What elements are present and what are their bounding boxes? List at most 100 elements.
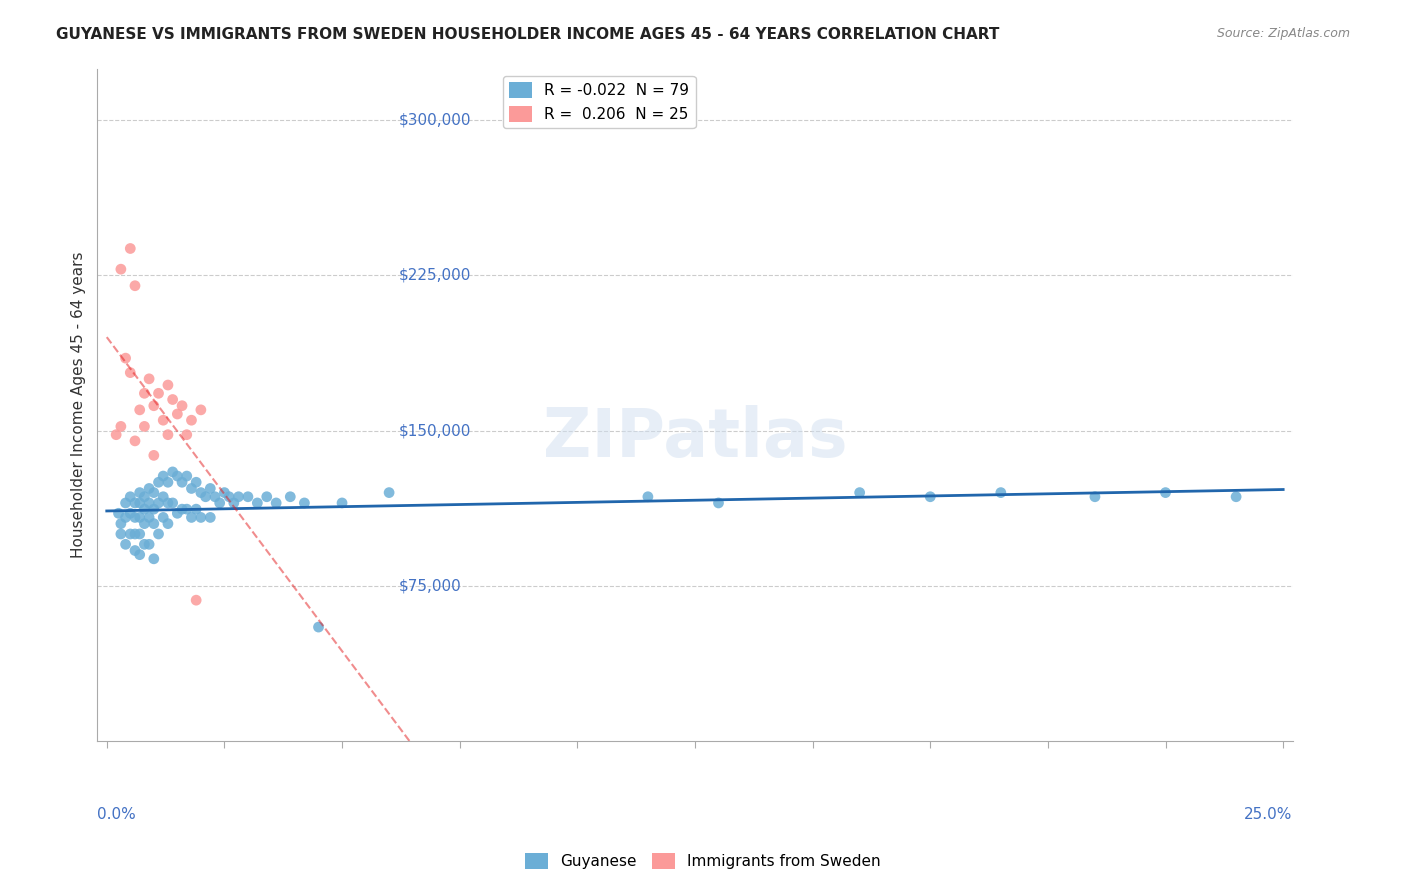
Point	[134, 490, 156, 504]
Point	[162, 496, 184, 510]
Text: Source: ZipAtlas.com: Source: ZipAtlas.com	[1216, 27, 1350, 40]
Point	[222, 496, 245, 510]
Point	[114, 537, 136, 551]
Text: 25.0%: 25.0%	[1244, 807, 1292, 822]
Point	[208, 496, 231, 510]
Point	[278, 490, 301, 504]
Point	[128, 510, 150, 524]
Point	[142, 399, 165, 413]
Point	[124, 496, 146, 510]
Point	[214, 485, 236, 500]
Point	[256, 490, 278, 504]
Point	[138, 372, 160, 386]
Point	[246, 496, 269, 510]
Point	[148, 386, 170, 401]
Point	[142, 485, 165, 500]
Point	[200, 510, 222, 524]
Point	[128, 485, 150, 500]
Point	[152, 469, 174, 483]
Point	[110, 419, 132, 434]
Point	[110, 516, 132, 531]
Point	[180, 413, 202, 427]
Point	[120, 242, 142, 256]
Text: ZIPatlas: ZIPatlas	[543, 405, 848, 471]
Point	[1084, 490, 1107, 504]
Point	[110, 527, 132, 541]
Point	[170, 502, 193, 516]
Point	[166, 469, 188, 483]
Text: 0.0%: 0.0%	[97, 807, 136, 822]
Point	[156, 427, 179, 442]
Point	[128, 527, 150, 541]
Text: $300,000: $300,000	[398, 112, 471, 128]
Point	[236, 490, 259, 504]
Point	[1154, 485, 1177, 500]
Point	[142, 551, 165, 566]
Point	[134, 537, 156, 551]
Point	[105, 427, 128, 442]
Point	[138, 496, 160, 510]
Point	[120, 506, 142, 520]
Point	[138, 510, 160, 524]
Point	[110, 262, 132, 277]
Point	[152, 510, 174, 524]
Point	[990, 485, 1012, 500]
Y-axis label: Householder Income Ages 45 - 64 years: Householder Income Ages 45 - 64 years	[72, 252, 86, 558]
Legend: Guyanese, Immigrants from Sweden: Guyanese, Immigrants from Sweden	[519, 847, 887, 875]
Point	[637, 490, 659, 504]
Point	[176, 502, 198, 516]
Point	[330, 496, 353, 510]
Point	[134, 386, 156, 401]
Point	[186, 593, 208, 607]
Point	[142, 502, 165, 516]
Point	[180, 510, 202, 524]
Point	[152, 490, 174, 504]
Point	[124, 278, 146, 293]
Point	[134, 502, 156, 516]
Point	[120, 490, 142, 504]
Text: $150,000: $150,000	[398, 423, 471, 438]
Point	[138, 482, 160, 496]
Point	[156, 378, 179, 392]
Point	[114, 351, 136, 366]
Point	[156, 496, 179, 510]
Point	[148, 475, 170, 490]
Text: $75,000: $75,000	[398, 578, 461, 593]
Point	[920, 490, 942, 504]
Point	[107, 506, 129, 520]
Point	[120, 366, 142, 380]
Point	[124, 543, 146, 558]
Point	[186, 475, 208, 490]
Text: $225,000: $225,000	[398, 268, 471, 283]
Point	[180, 482, 202, 496]
Point	[134, 516, 156, 531]
Point	[166, 506, 188, 520]
Point	[120, 527, 142, 541]
Point	[170, 475, 193, 490]
Point	[176, 469, 198, 483]
Point	[190, 485, 212, 500]
Point	[194, 490, 217, 504]
Point	[156, 475, 179, 490]
Point	[148, 527, 170, 541]
Point	[148, 496, 170, 510]
Point	[128, 548, 150, 562]
Point	[848, 485, 870, 500]
Point	[166, 407, 188, 421]
Point	[186, 502, 208, 516]
Point	[124, 510, 146, 524]
Point	[228, 490, 250, 504]
Point	[707, 496, 730, 510]
Point	[114, 510, 136, 524]
Text: GUYANESE VS IMMIGRANTS FROM SWEDEN HOUSEHOLDER INCOME AGES 45 - 64 YEARS CORRELA: GUYANESE VS IMMIGRANTS FROM SWEDEN HOUSE…	[56, 27, 1000, 42]
Point	[308, 620, 330, 634]
Point	[128, 402, 150, 417]
Point	[378, 485, 401, 500]
Point	[138, 537, 160, 551]
Point	[152, 413, 174, 427]
Point	[162, 392, 184, 407]
Point	[114, 496, 136, 510]
Point	[218, 490, 240, 504]
Legend: R = -0.022  N = 79, R =  0.206  N = 25: R = -0.022 N = 79, R = 0.206 N = 25	[503, 76, 696, 128]
Point	[142, 516, 165, 531]
